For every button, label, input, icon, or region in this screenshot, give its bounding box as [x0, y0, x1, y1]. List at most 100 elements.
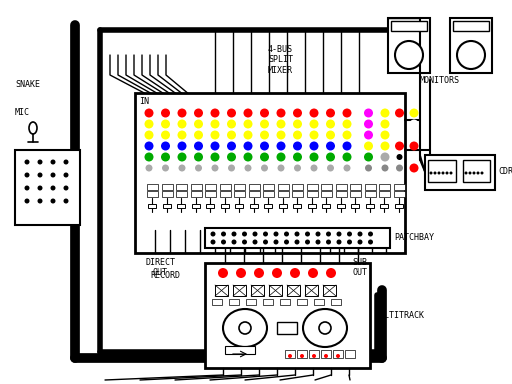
Circle shape [395, 141, 404, 151]
Bar [321, 191, 332, 197]
Circle shape [381, 164, 389, 172]
Circle shape [261, 164, 268, 172]
Circle shape [236, 268, 246, 278]
Circle shape [368, 232, 373, 237]
Bar [148, 204, 156, 208]
Circle shape [263, 232, 268, 237]
Bar [225, 346, 255, 354]
Circle shape [288, 354, 292, 358]
Circle shape [276, 152, 286, 162]
Circle shape [395, 109, 404, 118]
Circle shape [276, 119, 286, 129]
Bar [263, 191, 274, 197]
Bar [309, 350, 319, 358]
Bar [287, 285, 300, 296]
Circle shape [364, 109, 373, 118]
Bar [307, 191, 317, 197]
Circle shape [242, 232, 247, 237]
Circle shape [194, 109, 203, 118]
Circle shape [161, 141, 170, 151]
Circle shape [430, 172, 433, 174]
Circle shape [364, 131, 373, 139]
Circle shape [380, 119, 390, 129]
Circle shape [441, 172, 444, 174]
Ellipse shape [223, 309, 267, 347]
Circle shape [347, 232, 352, 237]
Circle shape [305, 232, 310, 237]
Circle shape [37, 199, 42, 204]
Circle shape [410, 109, 418, 118]
Circle shape [221, 240, 226, 245]
Bar [322, 204, 330, 208]
Circle shape [368, 240, 373, 245]
Bar [190, 191, 202, 197]
Bar [233, 285, 246, 296]
Circle shape [308, 268, 318, 278]
Circle shape [273, 232, 279, 237]
Circle shape [324, 354, 328, 358]
Bar [205, 228, 390, 248]
Circle shape [278, 164, 285, 172]
Circle shape [63, 172, 69, 177]
Circle shape [344, 164, 351, 172]
Circle shape [450, 172, 453, 174]
Circle shape [357, 240, 362, 245]
Text: PATCHBAY: PATCHBAY [394, 233, 434, 243]
Bar [279, 204, 287, 208]
Bar [177, 204, 185, 208]
Circle shape [468, 172, 472, 174]
Circle shape [63, 185, 69, 190]
Circle shape [326, 152, 335, 162]
Circle shape [210, 119, 220, 129]
Circle shape [260, 152, 269, 162]
Bar [246, 299, 256, 305]
Circle shape [244, 131, 252, 139]
Bar [161, 191, 173, 197]
Bar [147, 184, 158, 190]
Text: DIRECT
OUT: DIRECT OUT [145, 258, 175, 277]
Circle shape [357, 232, 362, 237]
Bar [391, 21, 427, 31]
Bar [365, 184, 375, 190]
Circle shape [336, 240, 342, 245]
Bar [379, 184, 390, 190]
Bar [292, 184, 303, 190]
Circle shape [162, 164, 169, 172]
Circle shape [464, 172, 467, 174]
Bar [277, 322, 297, 334]
Bar [453, 21, 489, 31]
Bar [220, 184, 230, 190]
Circle shape [260, 109, 269, 118]
Ellipse shape [29, 122, 37, 134]
Circle shape [336, 232, 342, 237]
Bar [251, 285, 264, 296]
Bar [394, 184, 404, 190]
Circle shape [293, 119, 302, 129]
Circle shape [161, 152, 170, 162]
Circle shape [260, 119, 269, 129]
Circle shape [194, 119, 203, 129]
Bar [205, 191, 216, 197]
Circle shape [161, 131, 170, 139]
Circle shape [434, 172, 437, 174]
Bar [350, 191, 361, 197]
Circle shape [211, 164, 219, 172]
Circle shape [290, 268, 300, 278]
Circle shape [195, 164, 202, 172]
Ellipse shape [457, 41, 485, 69]
Bar [351, 204, 359, 208]
Bar [229, 299, 239, 305]
Bar [264, 204, 272, 208]
Circle shape [309, 152, 318, 162]
Circle shape [410, 164, 418, 172]
Bar [249, 204, 258, 208]
Circle shape [161, 109, 170, 118]
Circle shape [210, 141, 220, 151]
Circle shape [244, 152, 252, 162]
Bar [147, 191, 158, 197]
Text: MULTITRACK: MULTITRACK [375, 311, 425, 319]
Text: MONITORS: MONITORS [420, 76, 460, 85]
Bar [365, 191, 375, 197]
Circle shape [410, 131, 418, 139]
Circle shape [326, 268, 336, 278]
